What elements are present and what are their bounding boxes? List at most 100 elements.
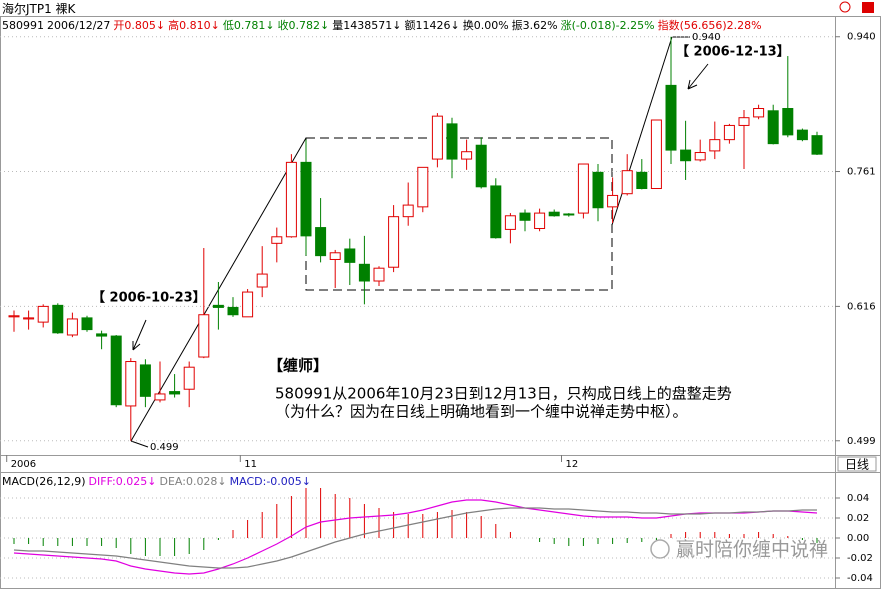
quote-item: 额11426↓ (404, 19, 460, 32)
quote-item: 涨(-0.018)-2.25% (560, 19, 655, 32)
candle-body (154, 393, 166, 401)
quote-item: 换0.00% (462, 19, 509, 32)
candle-body (81, 317, 93, 331)
candle-body (534, 212, 546, 229)
candle-body (66, 318, 78, 336)
candle-body (431, 115, 443, 160)
y-tick-label: 0.04 (847, 493, 869, 504)
candle-body (723, 124, 735, 141)
candle-body (592, 171, 604, 209)
candle-body (388, 216, 400, 268)
candle-body (490, 185, 502, 239)
candle-body (110, 335, 122, 406)
quote-item: 振3.62% (511, 19, 558, 32)
candle-body (315, 227, 327, 257)
quote-bar: 580991 2006/12/27 开0.805↓ 高0.810↓ 低0.781↓ 收0.… (2, 17, 765, 33)
y-tick-label: 0.761 (847, 167, 876, 178)
candle-body (23, 317, 35, 320)
candle-body (183, 366, 195, 390)
candle-body (212, 304, 224, 308)
candle-body (504, 215, 516, 230)
quote-item: 量1438571↓ (332, 19, 402, 32)
candle-body (753, 108, 765, 118)
period-box[interactable] (837, 456, 877, 472)
candle-body (446, 123, 458, 160)
x-tick-label: 11 (244, 459, 257, 470)
candle-body (650, 119, 662, 190)
candle-body (402, 204, 414, 218)
candle-body (358, 263, 370, 282)
stroke-line (611, 36, 673, 226)
x-tick-label: 12 (566, 459, 579, 470)
quote-item: 收0.782↓ (277, 19, 330, 32)
annotation: （为什么？因为在日线上明确地看到一个缠中说禅走势中枢）。 (275, 403, 688, 421)
candle-body (285, 161, 297, 238)
candle-body (329, 252, 341, 260)
y-tick-label: 0.499 (847, 436, 876, 447)
y-tick-label: -0.04 (847, 573, 873, 584)
macd-line (13, 507, 817, 569)
candle-body (694, 152, 706, 161)
candle-body (417, 166, 429, 208)
candle-body (300, 161, 312, 237)
candle-body (256, 273, 268, 288)
candle-body (125, 361, 137, 407)
candle-body (271, 236, 283, 244)
quote-item: 580991 (2, 19, 44, 32)
candle-body (461, 151, 473, 160)
candle-body (577, 163, 589, 214)
candle-body (8, 315, 20, 318)
title: 海尔JTP1 裸K (2, 2, 76, 16)
arrow (687, 63, 709, 90)
macd-header-item: MACD(26,12,9) (2, 475, 86, 488)
macd-header: MACD(26,12,9) DIFF:0.025↓ DEA:0.028↓ MACD:-… (2, 475, 314, 488)
y-tick-label: 0.02 (847, 513, 869, 524)
y-tick-label: 0.616 (847, 301, 876, 312)
annotation: 【缠师】 (268, 357, 328, 375)
watermark-icon (650, 539, 670, 559)
candle-body (37, 305, 49, 323)
candle-body (52, 304, 64, 334)
candle-body (96, 333, 108, 337)
watermark: 赢时陪你缠中说禅 (676, 539, 828, 561)
y-tick-label: 0.940 (847, 32, 876, 43)
macd-line (13, 499, 818, 575)
annotation: 0.940 (692, 32, 721, 43)
candle-body (373, 267, 385, 282)
quote-item: 高0.810↓ (168, 19, 220, 32)
candle-body (767, 110, 779, 145)
candle-body (169, 391, 181, 395)
candle-body (475, 144, 487, 188)
candle-body (139, 364, 151, 397)
candle-body (607, 194, 619, 208)
y-tick-label: 0.00 (847, 533, 869, 544)
candle-body (680, 149, 692, 162)
quote-item: 开0.805↓ (113, 19, 166, 32)
macd-header-item: DIFF:0.025↓ (88, 475, 157, 488)
candle-body (782, 108, 794, 136)
candle-body (621, 170, 633, 195)
leader-line (130, 440, 149, 448)
candle-body (242, 291, 254, 318)
arrow (132, 319, 147, 351)
annotation: 【 2006-10-23】 (92, 290, 206, 306)
candle-body (227, 306, 239, 316)
macd-header-item: MACD:-0.005↓ (229, 475, 312, 488)
candle-body (519, 212, 531, 221)
y-tick-label: -0.02 (847, 553, 873, 564)
candle-body (198, 314, 210, 358)
icon[interactable] (839, 1, 851, 13)
candle-body (636, 171, 648, 190)
quote-item: 指数(56.656)2.28% (657, 19, 762, 32)
candle-body (344, 248, 356, 263)
icon[interactable] (862, 2, 874, 13)
annotation: 【 2006-12-13】 (676, 44, 790, 60)
macd-header-item: DEA:0.028↓ (159, 475, 227, 488)
candle-body (548, 211, 560, 217)
period-label[interactable]: 日线 (845, 458, 869, 472)
candle-body (738, 117, 750, 126)
candle-body (811, 135, 823, 155)
candle-body (563, 213, 575, 216)
